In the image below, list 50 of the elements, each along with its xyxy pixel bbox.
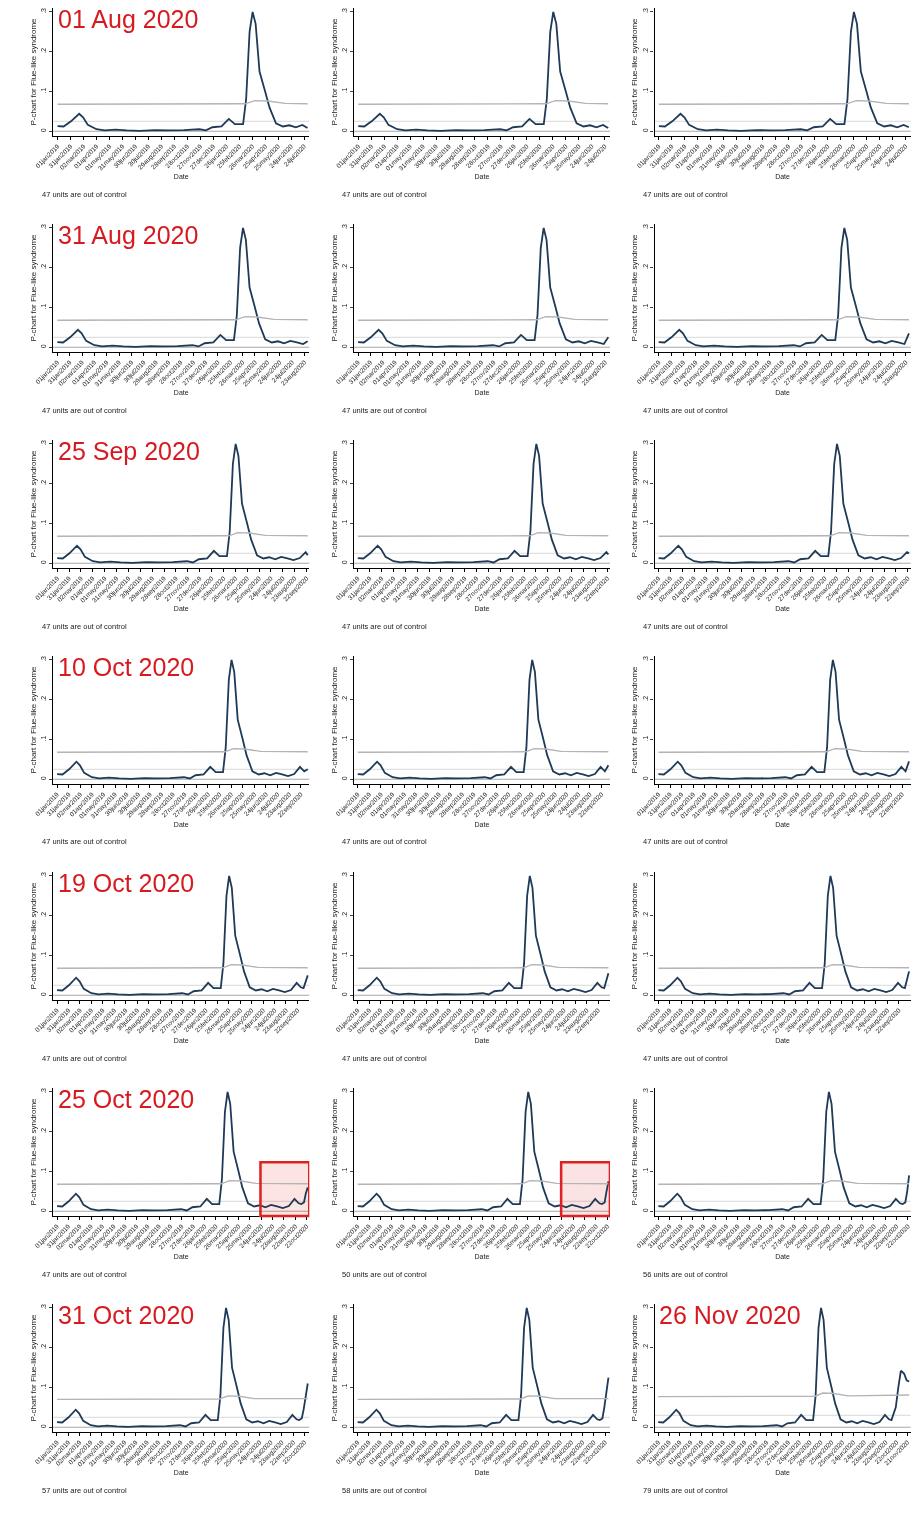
y-axis-title: P-chart for Flue-like syndrome [630, 881, 640, 990]
chart-title: 26 Nov 2020 [659, 1301, 801, 1329]
y-axis-title: P-chart for Flue-like syndrome [630, 1097, 640, 1206]
y-axis-title: P-chart for Flue-like syndrome [630, 233, 640, 342]
y-axis-title: P-chart for Flue-like syndrome [29, 17, 39, 126]
y-axis-title: P-chart for Flue-like syndrome [29, 1313, 39, 1422]
line-series [56, 11, 309, 132]
chart-title: 10 Oct 2020 [58, 653, 195, 681]
y-axis-title: P-chart for Flue-like syndrome [329, 233, 339, 342]
y-axis-title: P-chart for Flue-like syndrome [329, 449, 339, 558]
line-series [657, 1307, 911, 1428]
line-series [56, 227, 309, 348]
y-axis-title: P-chart for Flue-like syndrome [329, 1313, 339, 1422]
chart-title: 01 Aug 2020 [58, 5, 199, 33]
line-series [357, 227, 610, 348]
line-series [56, 1307, 309, 1428]
line-series [56, 875, 309, 996]
chart-title: 31 Oct 2020 [58, 1301, 195, 1329]
line-series [356, 875, 610, 996]
y-axis-title: P-chart for Flue-like syndrome [29, 449, 39, 558]
line-series [657, 875, 910, 996]
line-series [356, 1307, 610, 1428]
line-series [657, 443, 910, 564]
y-axis-title: P-chart for Flue-like syndrome [329, 1097, 339, 1206]
line-series [356, 443, 610, 564]
y-axis-title: P-chart for Flue-like syndrome [329, 17, 339, 126]
line-series [56, 659, 309, 780]
y-axis-title: P-chart for Flue-like syndrome [630, 665, 640, 774]
line-series [657, 659, 910, 780]
line-series [356, 1091, 610, 1212]
line-series [356, 659, 610, 780]
line-series [56, 443, 309, 564]
chart-title: 25 Sep 2020 [58, 437, 200, 465]
y-axis-title: P-chart for Flue-like syndrome [29, 233, 39, 342]
line-series [657, 1091, 910, 1212]
y-axis-title: P-chart for Flue-like syndrome [29, 665, 39, 774]
y-axis-title: P-chart for Flue-like syndrome [630, 449, 640, 558]
y-axis-title: P-chart for Flue-like syndrome [630, 1313, 640, 1422]
line-series [357, 11, 610, 132]
y-axis-title: P-chart for Flue-like syndrome [329, 665, 339, 774]
chart-title: 31 Aug 2020 [58, 221, 199, 249]
chart-title: 25 Oct 2020 [58, 1085, 195, 1113]
line-series [657, 11, 910, 132]
y-axis-title: P-chart for Flue-like syndrome [630, 17, 640, 126]
y-axis-title: P-chart for Flue-like syndrome [29, 881, 39, 990]
line-series [56, 1091, 309, 1212]
y-axis-title: P-chart for Flue-like syndrome [29, 1097, 39, 1206]
y-axis-title: P-chart for Flue-like syndrome [329, 881, 339, 990]
line-series [657, 227, 910, 348]
chart-title: 19 Oct 2020 [58, 869, 195, 897]
